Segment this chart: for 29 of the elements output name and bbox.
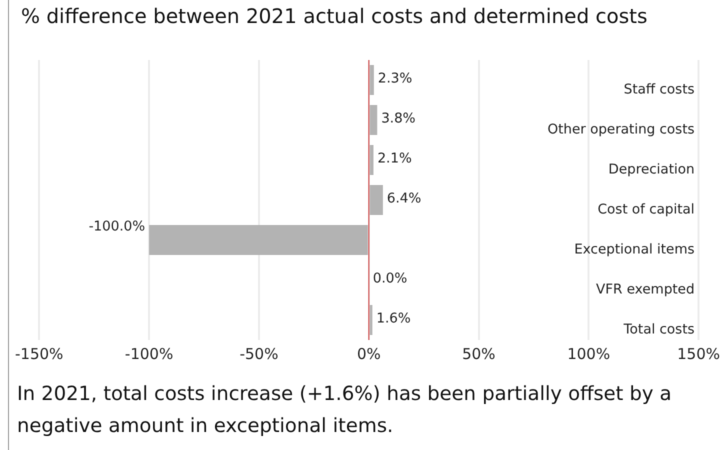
data-label: 6.4%	[386, 190, 422, 206]
y-tick-label: Depreciation	[608, 162, 695, 178]
bar	[370, 105, 378, 135]
x-tick-label: -50%	[240, 344, 278, 363]
bar	[370, 65, 374, 95]
data-label: 1.6%	[376, 310, 411, 326]
data-label: 2.1%	[377, 150, 412, 166]
x-tick-label: -150%	[15, 344, 64, 363]
y-tick-label: Exceptional items	[574, 242, 695, 258]
y-tick-label: Total costs	[622, 322, 695, 338]
bar	[370, 185, 383, 215]
y-tick-label: Staff costs	[624, 82, 695, 98]
y-tick-label: Other operating costs	[547, 122, 695, 138]
data-label: 0.0%	[372, 270, 408, 286]
y-tick-label: VFR exempted	[596, 282, 695, 298]
text: In 2021, total costs increase (+1.6%) has been partially offset by a negative amount in exceptional items.	[17, 381, 673, 439]
data-label: -100.0%	[88, 218, 146, 234]
bar	[149, 225, 368, 255]
data-label: 3.8%	[381, 110, 416, 126]
bar	[370, 305, 372, 335]
x-tick-label: -100%	[124, 344, 174, 363]
x-tick-label: 150%	[677, 344, 720, 363]
bar	[370, 145, 374, 175]
data-label: 2.3%	[378, 70, 412, 86]
x-tick-label: 0%	[356, 344, 381, 363]
chart-title: % difference between 2021 actual costs and determined costs	[21, 4, 648, 28]
x-tick-label: 50%	[462, 344, 496, 363]
y-tick-label: Cost of capital	[598, 202, 695, 218]
x-tick-label: 100%	[567, 344, 610, 363]
